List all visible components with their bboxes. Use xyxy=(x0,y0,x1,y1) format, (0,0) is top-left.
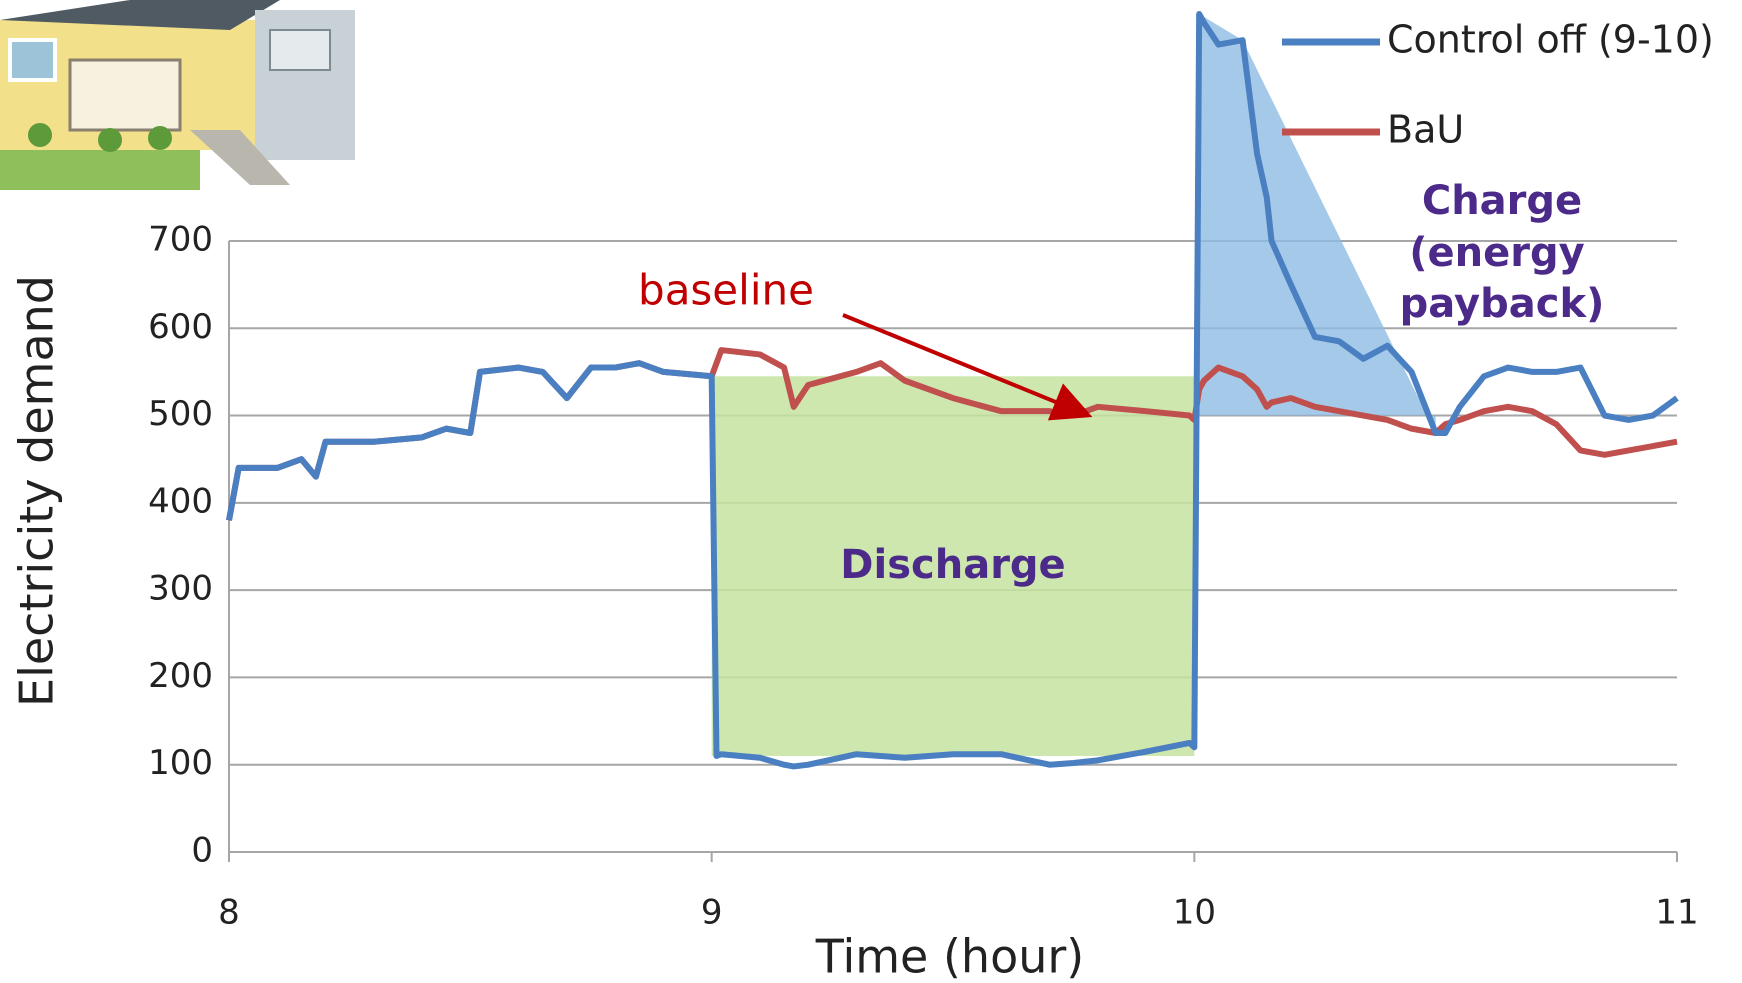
x-tick-label: 11 xyxy=(1655,893,1698,933)
y-tick-label: 100 xyxy=(148,743,213,783)
y-tick-label: 0 xyxy=(191,831,213,871)
y-tick-label: 700 xyxy=(148,219,213,259)
x-axis-label: Time (hour) xyxy=(815,930,1084,983)
legend-label: BaU xyxy=(1387,108,1464,152)
y-tick-label: 200 xyxy=(148,656,213,696)
legend-label: Control off (9-10) xyxy=(1387,18,1714,62)
annotation-arrow xyxy=(842,313,1093,421)
annotation: Charge xyxy=(1422,178,1582,224)
discharge-area xyxy=(711,376,1195,756)
annotation: (energy xyxy=(1409,230,1584,276)
house-image xyxy=(0,0,355,190)
y-tick-label: 400 xyxy=(148,481,213,521)
x-tick-label: 8 xyxy=(218,893,240,933)
y-tick-label: 300 xyxy=(148,569,213,609)
y-axis-label: Electricity demand xyxy=(10,275,64,707)
y-tick-label: 500 xyxy=(148,394,213,434)
y-tick-label: 600 xyxy=(148,307,213,347)
series-line xyxy=(226,11,1679,770)
x-tick-label: 10 xyxy=(1173,893,1216,933)
x-tick-label: 9 xyxy=(701,893,723,933)
annotation: Discharge xyxy=(840,542,1065,588)
annotation: baseline xyxy=(638,266,814,315)
annotation: payback) xyxy=(1400,281,1605,327)
